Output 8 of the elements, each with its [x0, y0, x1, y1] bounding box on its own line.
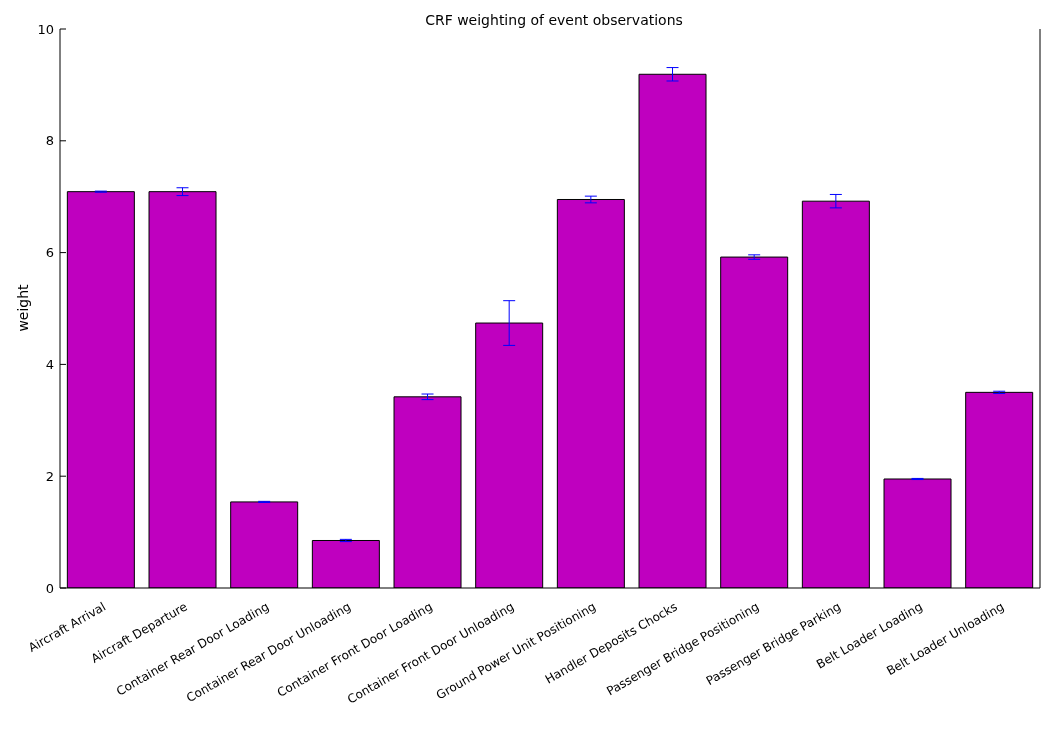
y-tick-label: 10: [37, 21, 54, 37]
chart-title: CRF weighting of event observations: [424, 12, 684, 28]
y-tick-label: 0: [45, 580, 54, 596]
y-tick-label: 8: [45, 133, 54, 149]
y-tick-label: 4: [45, 357, 54, 373]
y-tick-label: 6: [45, 245, 54, 261]
y-axis-title: weight: [15, 284, 32, 332]
y-tick-label: 2: [45, 468, 54, 484]
